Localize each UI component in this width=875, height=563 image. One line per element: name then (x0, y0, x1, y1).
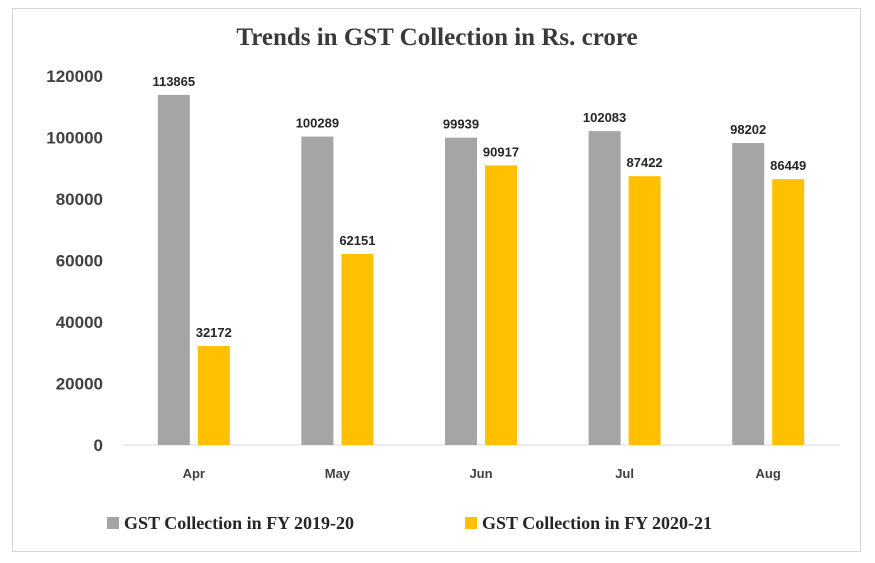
legend-swatch (107, 517, 119, 529)
legend-swatch (465, 517, 477, 529)
legend-label: GST Collection in FY 2019-20 (124, 513, 354, 533)
legend: GST Collection in FY 2019-20 GST Collecti… (107, 513, 712, 533)
data-label: 113865 (152, 74, 195, 89)
data-label: 98202 (730, 122, 766, 137)
bars-group (157, 94, 805, 446)
data-label: 99939 (443, 117, 479, 132)
bar-apr-series-1 (157, 94, 190, 446)
bar-apr-series-2 (197, 346, 230, 445)
y-tick-label: 40000 (56, 313, 103, 332)
data-label: 90917 (483, 144, 519, 159)
y-tick-label: 120000 (46, 67, 103, 86)
y-tick-label: 80000 (56, 190, 103, 209)
bar-aug-series-1 (732, 143, 765, 445)
y-tick-label: 20000 (56, 375, 103, 394)
data-label: 87422 (627, 155, 663, 170)
data-label: 100289 (296, 116, 339, 131)
bar-aug-series-2 (772, 179, 805, 446)
x-tick-label: Jul (615, 466, 634, 481)
x-tick-label: Aug (756, 466, 781, 481)
chart-title: Trends in GST Collection in Rs. crore (236, 24, 637, 51)
x-tick-label: Apr (183, 466, 205, 481)
y-tick-label: 60000 (56, 252, 103, 271)
bar-may-series-1 (301, 136, 334, 445)
data-labels-group: 113865 32172 100289 62151 99939 90917 102083 87… (152, 74, 806, 340)
data-label: 32172 (196, 325, 232, 340)
chart-frame (12, 8, 861, 552)
y-tick-label: 100000 (46, 129, 103, 148)
y-tick-label: 0 (94, 436, 103, 455)
y-axis-ticks: 0 20000 40000 60000 80000 100000 120000 (46, 67, 103, 455)
data-label: 86449 (770, 158, 806, 173)
bar-jun-series-1 (445, 137, 477, 446)
legend-label: GST Collection in FY 2020-21 (482, 513, 712, 533)
bar-may-series-2 (341, 253, 374, 445)
bar-jun-series-2 (485, 165, 517, 445)
data-label: 102083 (583, 110, 626, 125)
bar-jul-series-2 (628, 176, 661, 445)
x-axis-ticks: Apr May Jun Jul Aug (183, 466, 781, 481)
x-tick-label: Jun (469, 466, 492, 481)
data-label: 62151 (339, 233, 375, 248)
bar-jul-series-1 (588, 131, 621, 445)
x-tick-label: May (325, 466, 351, 481)
